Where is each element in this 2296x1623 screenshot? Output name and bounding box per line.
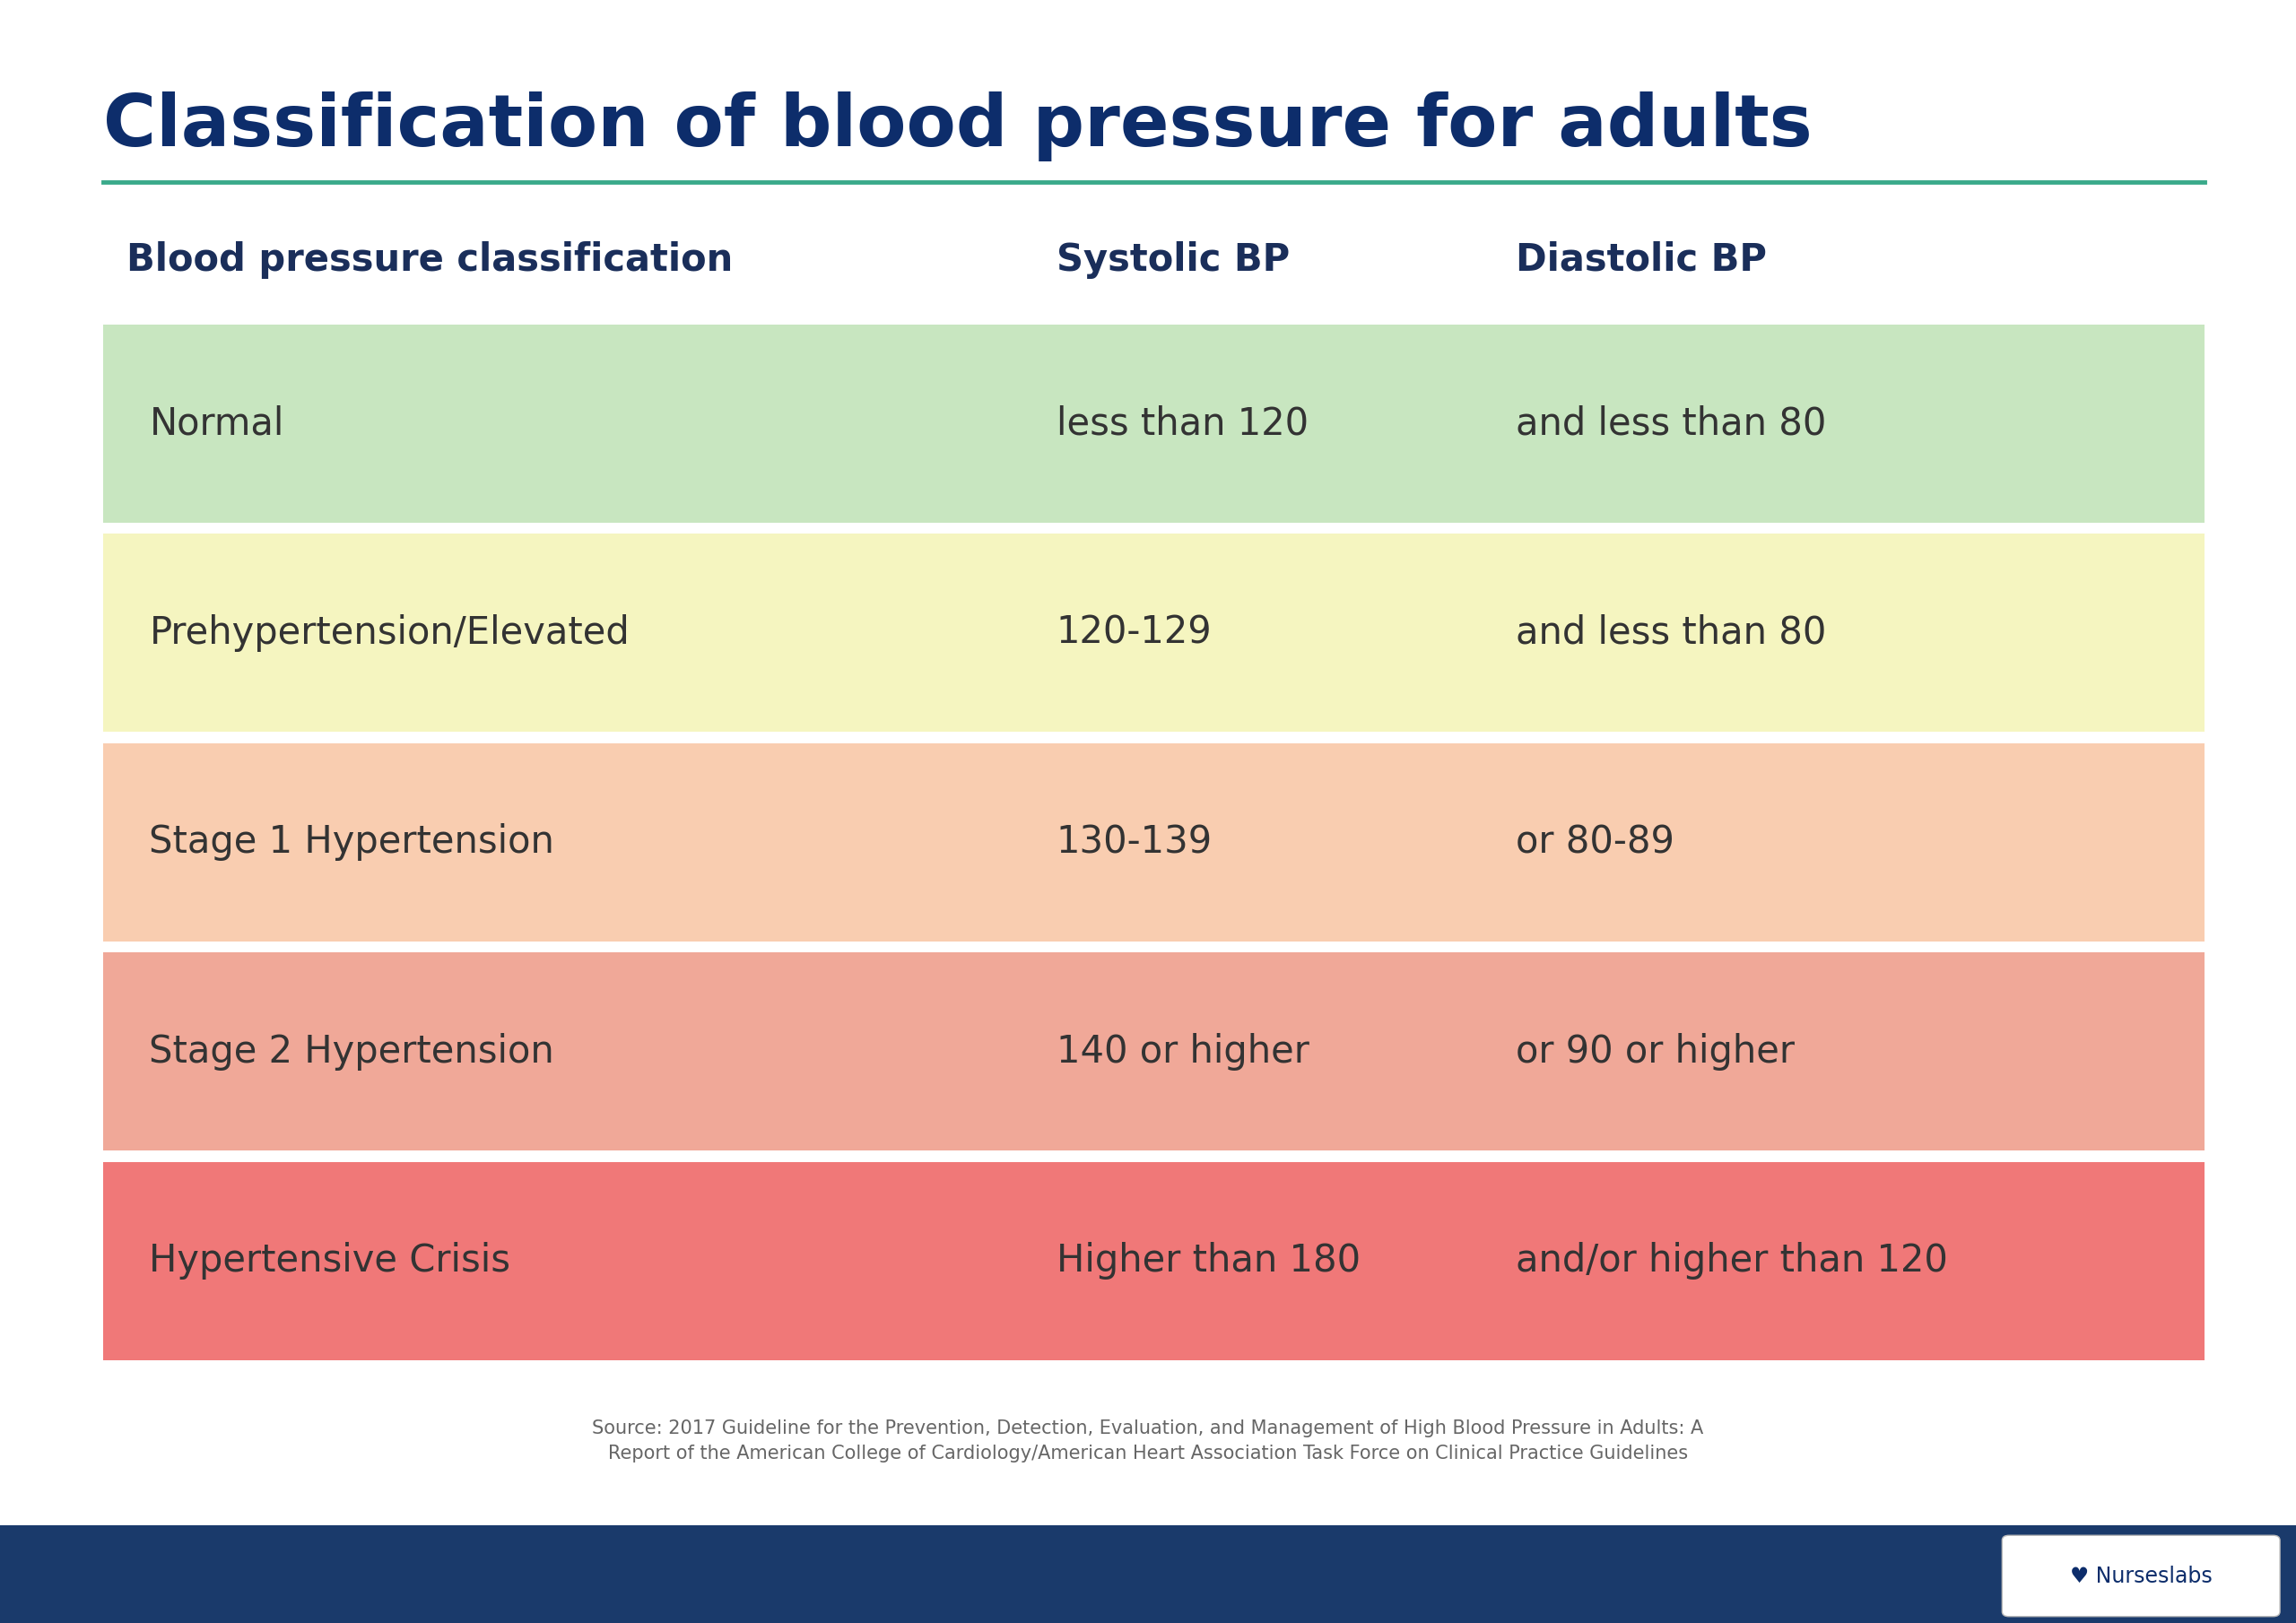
Text: Normal: Normal [149, 404, 285, 443]
Text: or 90 or higher: or 90 or higher [1515, 1032, 1793, 1071]
Text: Systolic BP: Systolic BP [1056, 240, 1290, 279]
Text: less than 120: less than 120 [1056, 404, 1309, 443]
Text: and less than 80: and less than 80 [1515, 613, 1825, 652]
Bar [0, 1526, 2296, 1623]
Text: 130-139: 130-139 [1056, 823, 1212, 862]
Bar [103, 1162, 2204, 1360]
Text: 120-129: 120-129 [1056, 613, 1212, 652]
Bar [103, 325, 2204, 523]
Text: Prehypertension/Elevated: Prehypertension/Elevated [149, 613, 629, 652]
Text: 140 or higher: 140 or higher [1056, 1032, 1309, 1071]
Text: Hypertensive Crisis: Hypertensive Crisis [149, 1242, 510, 1281]
Text: Stage 1 Hypertension: Stage 1 Hypertension [149, 823, 556, 862]
Text: Stage 2 Hypertension: Stage 2 Hypertension [149, 1032, 553, 1071]
Bar [103, 743, 2204, 941]
Text: Diastolic BP: Diastolic BP [1515, 240, 1766, 279]
Text: Blood pressure classification: Blood pressure classification [126, 240, 732, 279]
Text: Classification of blood pressure for adults: Classification of blood pressure for adu… [103, 91, 1812, 162]
Bar [103, 953, 2204, 1151]
Text: Source: 2017 Guideline for the Prevention, Detection, Evaluation, and Management: Source: 2017 Guideline for the Preventio… [592, 1420, 1704, 1462]
Text: or 80-89: or 80-89 [1515, 823, 1674, 862]
Bar [103, 534, 2204, 732]
FancyBboxPatch shape [2002, 1535, 2280, 1617]
Text: Higher than 180: Higher than 180 [1056, 1242, 1359, 1281]
Text: and/or higher than 120: and/or higher than 120 [1515, 1242, 1947, 1281]
Text: ♥ Nurseslabs: ♥ Nurseslabs [2069, 1565, 2213, 1587]
Text: and less than 80: and less than 80 [1515, 404, 1825, 443]
